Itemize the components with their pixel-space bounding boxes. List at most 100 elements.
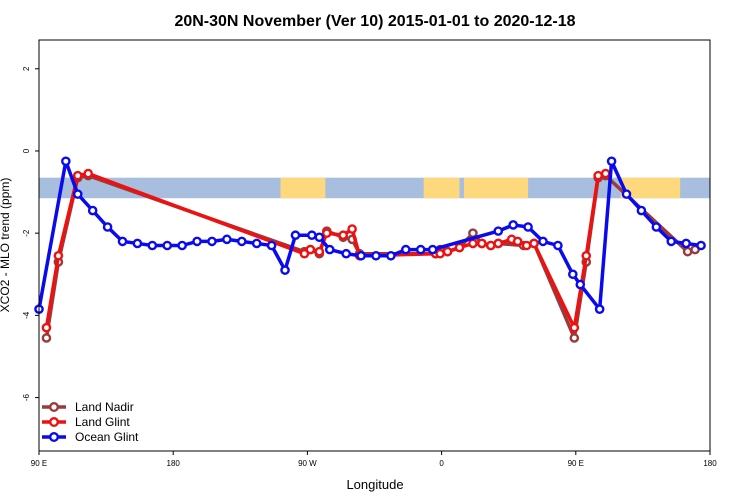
data-point bbox=[454, 242, 465, 253]
data-point bbox=[427, 244, 438, 255]
data-point bbox=[696, 240, 706, 251]
data-point bbox=[61, 156, 71, 167]
x-axis-label: Longitude bbox=[346, 477, 403, 492]
data-point bbox=[222, 234, 232, 245]
data-point bbox=[341, 248, 351, 259]
data-point bbox=[236, 236, 247, 247]
data-point bbox=[508, 220, 518, 230]
data-point bbox=[415, 244, 426, 255]
data-point bbox=[177, 240, 187, 251]
data-point bbox=[207, 236, 217, 247]
data-point bbox=[401, 244, 411, 255]
data-point bbox=[569, 333, 580, 343]
data-point bbox=[529, 238, 539, 249]
land-area-2 bbox=[463, 177, 529, 199]
data-point bbox=[468, 228, 478, 238]
plot-frame bbox=[38, 39, 711, 452]
data-point bbox=[538, 236, 548, 247]
data-point bbox=[493, 238, 504, 249]
data-point bbox=[347, 224, 357, 234]
legend-item-1: Land Glint bbox=[42, 415, 130, 429]
data-point bbox=[581, 250, 592, 261]
axis-layer: 90 E 180 90 W 0 90 E 180 2 0 -2 -4 -6 bbox=[22, 66, 717, 468]
data-point bbox=[162, 240, 173, 251]
data-point bbox=[600, 168, 611, 179]
data-point bbox=[621, 189, 632, 199]
y-tick-label-0: 2 bbox=[22, 66, 31, 71]
data-point bbox=[290, 230, 301, 241]
y-tick-label-4: -6 bbox=[22, 393, 31, 401]
legend-swatch-marker bbox=[49, 432, 60, 443]
land-area-0 bbox=[280, 177, 326, 199]
ocean-band bbox=[39, 177, 710, 199]
data-point bbox=[192, 236, 202, 247]
data-point bbox=[132, 238, 143, 249]
data-point bbox=[575, 279, 586, 290]
data-point bbox=[321, 228, 332, 238]
y-tick-label-3: -4 bbox=[22, 311, 31, 319]
series-ocean-glint bbox=[34, 156, 706, 315]
y-tick-label-2: -2 bbox=[22, 229, 31, 237]
data-point bbox=[636, 205, 647, 216]
chart-title: 20N-30N November (Ver 10) 2015-01-01 to … bbox=[174, 13, 575, 30]
data-point bbox=[606, 156, 617, 167]
data-point bbox=[371, 250, 381, 261]
data-point bbox=[102, 222, 113, 232]
data-point bbox=[493, 226, 504, 236]
x-tick-label-4: 90 E bbox=[568, 459, 584, 468]
data-point bbox=[41, 333, 52, 343]
data-point bbox=[280, 265, 290, 275]
data-point bbox=[486, 240, 496, 251]
series-layer bbox=[34, 156, 706, 343]
x-tick-label-5: 180 bbox=[703, 459, 717, 468]
data-point bbox=[307, 230, 317, 241]
data-point bbox=[521, 240, 532, 251]
legend-swatch-marker bbox=[49, 402, 60, 413]
data-point bbox=[356, 250, 366, 261]
legend-label: Land Glint bbox=[75, 415, 130, 429]
data-point bbox=[53, 250, 64, 261]
data-point bbox=[442, 246, 453, 257]
data-point bbox=[682, 246, 693, 257]
legend-item-0: Land Nadir bbox=[42, 400, 134, 414]
legend-swatch-marker bbox=[49, 417, 60, 428]
data-point bbox=[117, 236, 128, 247]
land-area-3 bbox=[620, 177, 681, 199]
land-area-1 bbox=[423, 177, 460, 199]
data-point bbox=[569, 322, 580, 333]
data-point bbox=[314, 246, 325, 257]
x-tick-label-3: 0 bbox=[439, 459, 444, 468]
data-point bbox=[594, 304, 605, 315]
data-point bbox=[324, 244, 335, 255]
data-point bbox=[314, 232, 325, 243]
data-point bbox=[681, 238, 691, 249]
data-point bbox=[512, 236, 523, 247]
data-point bbox=[468, 238, 478, 249]
data-point bbox=[435, 248, 445, 259]
data-point bbox=[338, 230, 348, 241]
world-map-band bbox=[39, 177, 710, 199]
x-tick-label-0: 90 E bbox=[31, 459, 47, 468]
data-point bbox=[553, 240, 563, 251]
legend-label: Ocean Glint bbox=[75, 430, 139, 444]
legend-label: Land Nadir bbox=[75, 400, 134, 414]
data-point bbox=[41, 322, 52, 333]
data-point bbox=[266, 240, 277, 251]
data-point bbox=[523, 222, 533, 232]
data-point bbox=[72, 189, 83, 199]
data-point bbox=[83, 168, 94, 179]
data-point bbox=[72, 170, 83, 181]
y-tick-label-1: 0 bbox=[22, 148, 31, 153]
data-point bbox=[568, 269, 578, 280]
data-point bbox=[666, 236, 677, 247]
data-point bbox=[305, 244, 316, 255]
data-point bbox=[147, 240, 158, 251]
x-tick-label-2: 90 W bbox=[298, 459, 317, 468]
y-axis-label: XCO2 - MLO trend (ppm) bbox=[0, 178, 12, 313]
legend-item-2: Ocean Glint bbox=[42, 430, 139, 444]
data-point bbox=[386, 250, 396, 261]
x-tick-label-1: 180 bbox=[167, 459, 181, 468]
data-point bbox=[251, 238, 262, 249]
